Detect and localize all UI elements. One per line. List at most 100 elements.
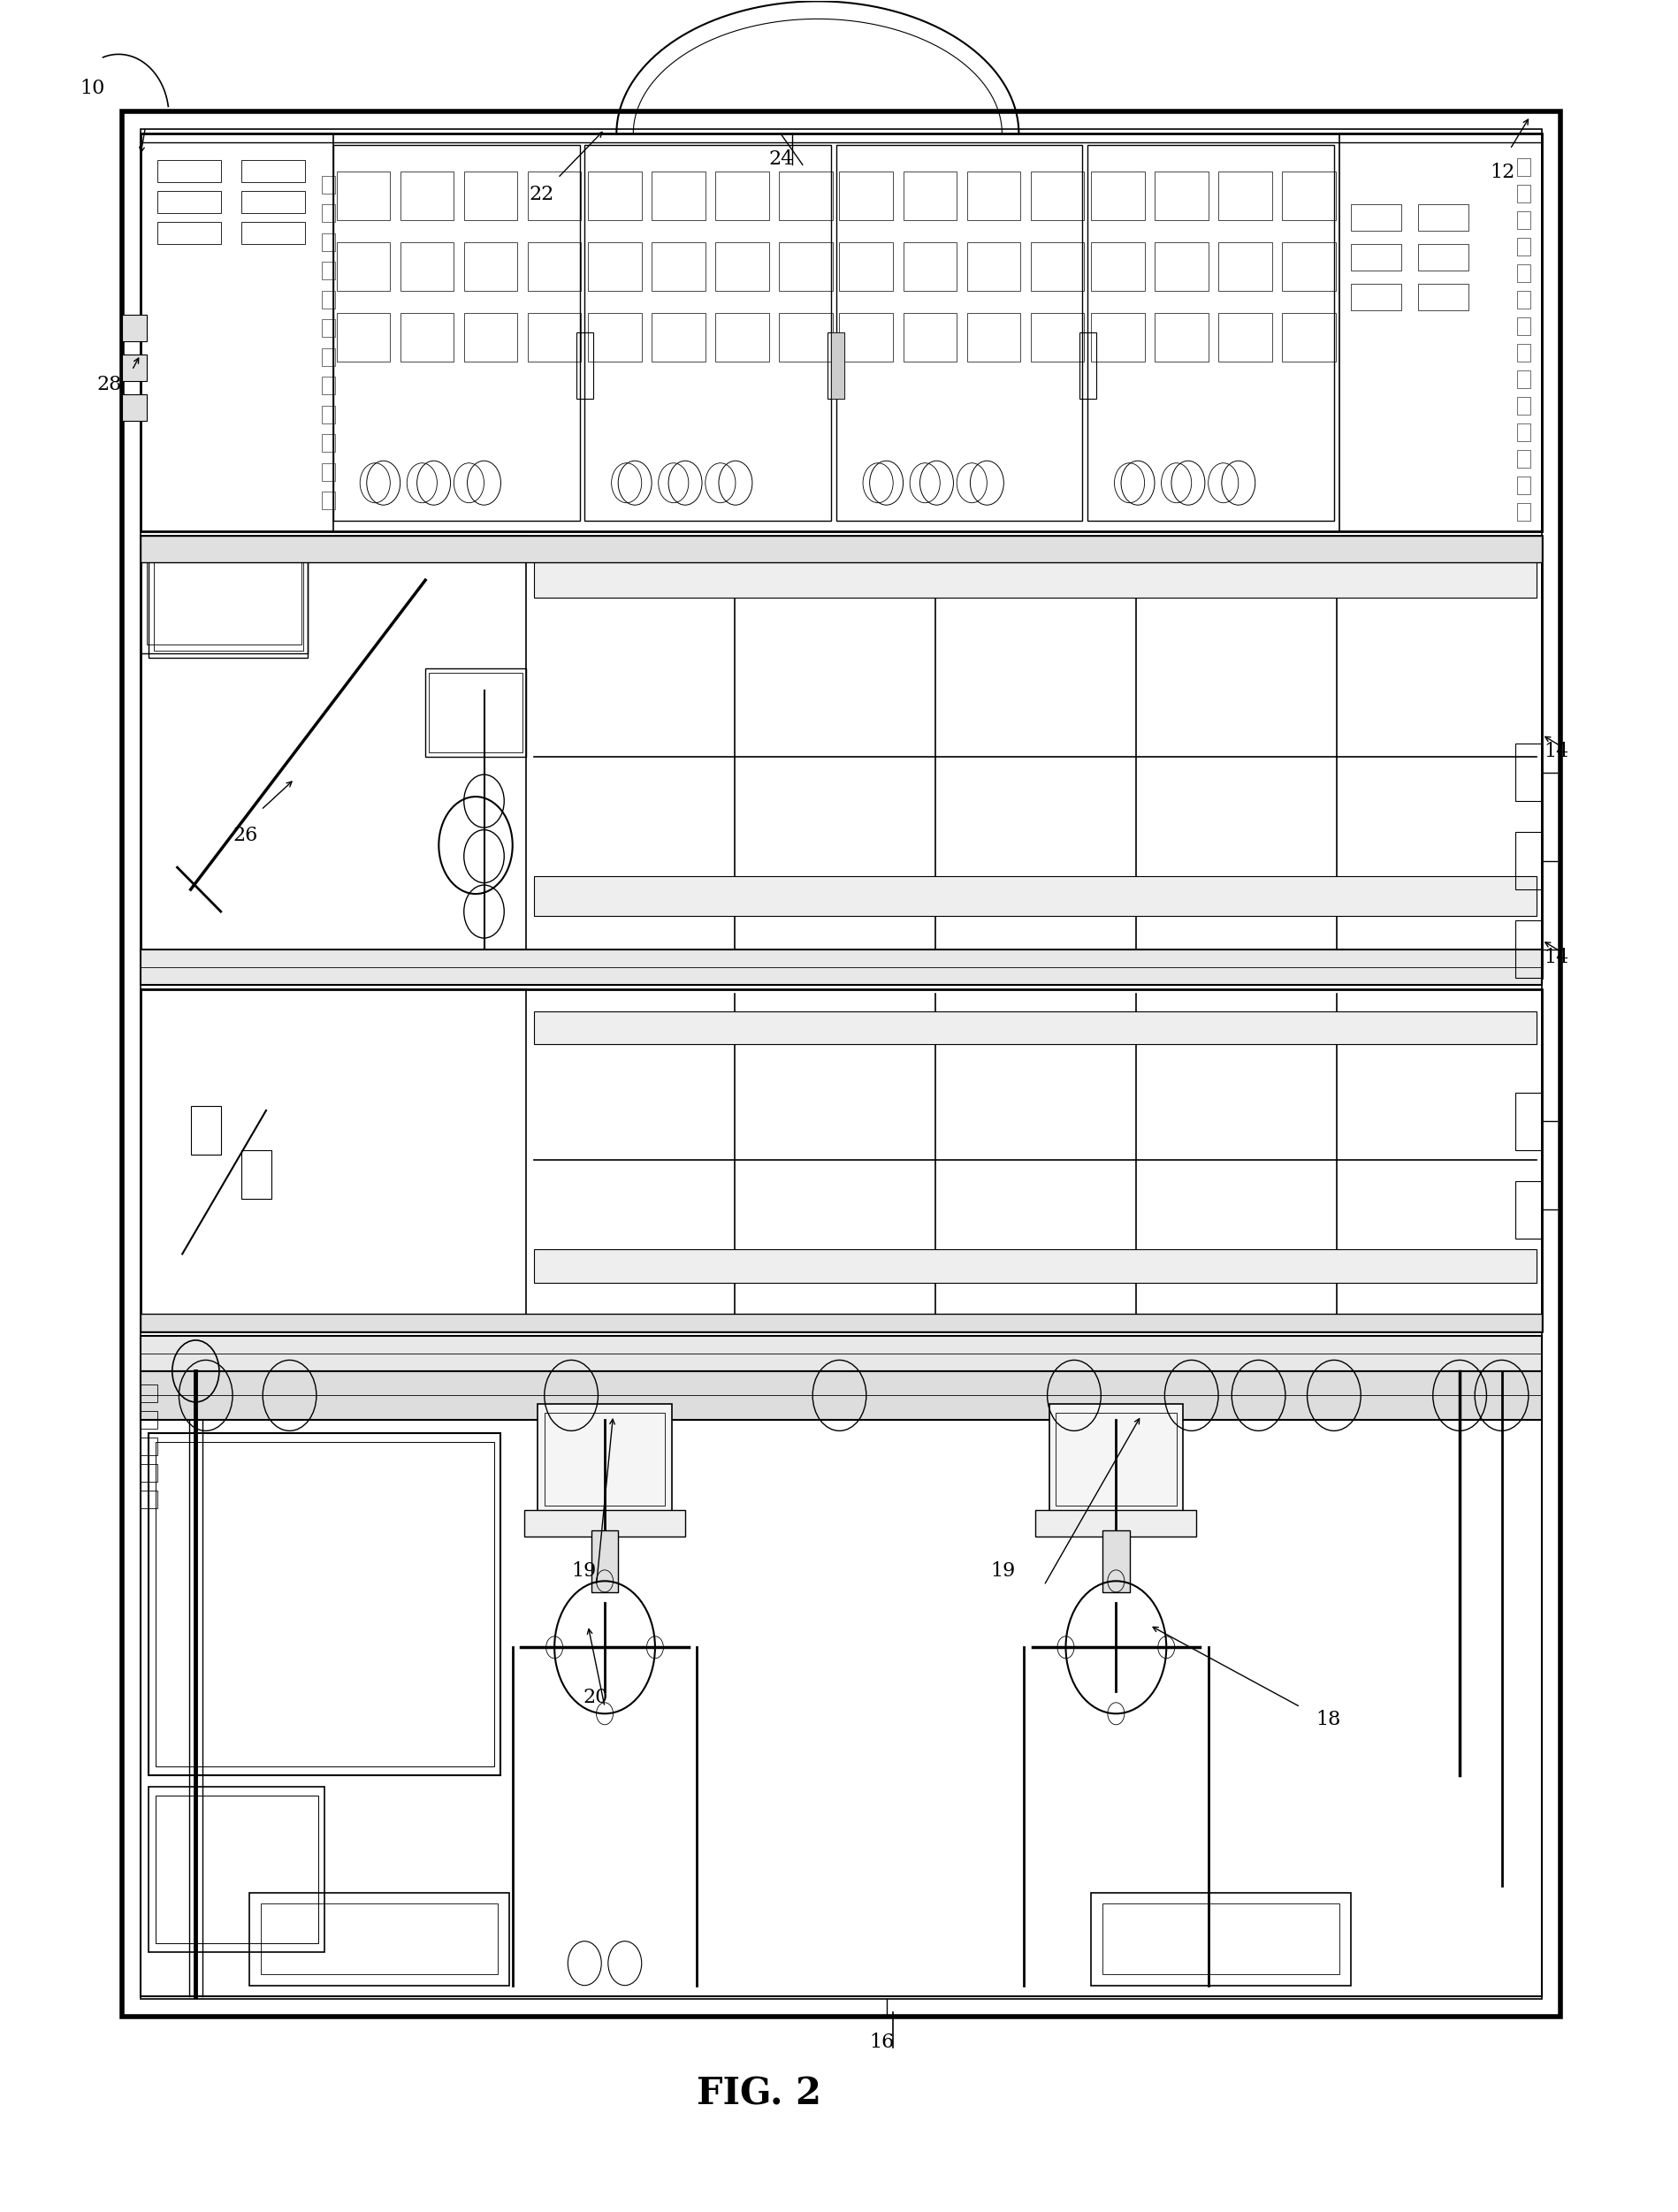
Bar <box>1515 184 1529 201</box>
Bar <box>320 232 334 250</box>
Text: 19: 19 <box>571 1562 596 1582</box>
Bar <box>141 535 1540 978</box>
Bar <box>320 405 334 422</box>
Bar <box>1515 263 1529 281</box>
Bar <box>1515 290 1529 307</box>
Bar <box>320 175 334 192</box>
Bar <box>836 144 1082 520</box>
Bar <box>320 347 334 365</box>
Bar <box>779 170 832 219</box>
Bar <box>141 1314 1540 1332</box>
Text: 20: 20 <box>582 1688 607 1708</box>
Bar <box>1515 396 1529 414</box>
Bar <box>191 1106 221 1155</box>
Bar <box>320 376 334 394</box>
Bar <box>1030 170 1084 219</box>
Bar <box>242 190 304 212</box>
Bar <box>149 546 307 657</box>
Bar <box>1035 1511 1196 1537</box>
Bar <box>141 989 1540 1332</box>
Bar <box>158 190 221 212</box>
Bar <box>587 170 641 219</box>
Bar <box>1515 449 1529 467</box>
Bar <box>1154 170 1208 219</box>
Bar <box>141 535 525 978</box>
Bar <box>122 354 148 380</box>
Bar <box>141 1374 1540 1997</box>
Text: 14: 14 <box>1542 947 1567 967</box>
Bar <box>242 1150 270 1199</box>
Bar <box>336 170 389 219</box>
Bar <box>587 312 641 361</box>
Bar <box>591 1531 618 1593</box>
Bar <box>651 312 705 361</box>
Bar <box>534 1250 1535 1283</box>
Bar <box>524 1511 685 1537</box>
Bar <box>250 1893 508 1986</box>
Bar <box>1351 283 1401 310</box>
Bar <box>1416 204 1467 230</box>
Bar <box>1030 312 1084 361</box>
Bar <box>537 1405 671 1515</box>
Bar <box>534 557 1535 597</box>
Bar <box>651 170 705 219</box>
Bar <box>141 133 1540 531</box>
Bar <box>141 542 307 653</box>
Bar <box>262 1905 497 1975</box>
Bar <box>399 312 453 361</box>
Bar <box>1102 1905 1339 1975</box>
Bar <box>527 241 581 290</box>
Bar <box>463 170 517 219</box>
Bar <box>1515 237 1529 254</box>
Bar <box>320 434 334 451</box>
Bar <box>336 312 389 361</box>
Bar <box>839 170 893 219</box>
Bar <box>1515 422 1529 440</box>
Text: 28: 28 <box>97 376 122 394</box>
Bar <box>831 332 844 398</box>
Bar <box>1091 312 1144 361</box>
Bar <box>1154 241 1208 290</box>
Bar <box>141 128 1540 2000</box>
Bar <box>428 672 522 752</box>
Bar <box>1055 1413 1176 1506</box>
Bar <box>1154 312 1208 361</box>
Bar <box>651 241 705 290</box>
Bar <box>715 241 769 290</box>
Bar <box>320 261 334 279</box>
Bar <box>967 312 1020 361</box>
Bar <box>122 394 148 420</box>
Bar <box>1030 241 1084 290</box>
Bar <box>1091 170 1144 219</box>
Bar <box>158 159 221 181</box>
Bar <box>399 170 453 219</box>
Bar <box>1514 743 1540 801</box>
Bar <box>1087 144 1334 520</box>
Bar <box>141 535 1540 562</box>
Bar <box>1416 283 1467 310</box>
Bar <box>141 1385 158 1402</box>
Bar <box>1282 241 1336 290</box>
Text: FIG. 2: FIG. 2 <box>696 2075 821 2112</box>
Bar <box>399 241 453 290</box>
Text: 10: 10 <box>81 80 106 100</box>
Bar <box>1351 204 1401 230</box>
Bar <box>534 876 1535 916</box>
Text: 22: 22 <box>529 186 554 204</box>
Bar <box>1218 170 1272 219</box>
Bar <box>1102 1531 1129 1593</box>
Bar <box>839 241 893 290</box>
Bar <box>463 241 517 290</box>
Bar <box>1091 241 1144 290</box>
Bar <box>576 332 592 398</box>
Bar <box>903 241 956 290</box>
Bar <box>156 1796 317 1944</box>
Bar <box>141 1491 158 1509</box>
Bar <box>332 144 579 520</box>
Bar <box>1515 343 1529 361</box>
Bar <box>1514 1093 1540 1150</box>
Bar <box>715 312 769 361</box>
Bar <box>1515 157 1529 175</box>
Bar <box>320 462 334 480</box>
Bar <box>1416 243 1467 270</box>
